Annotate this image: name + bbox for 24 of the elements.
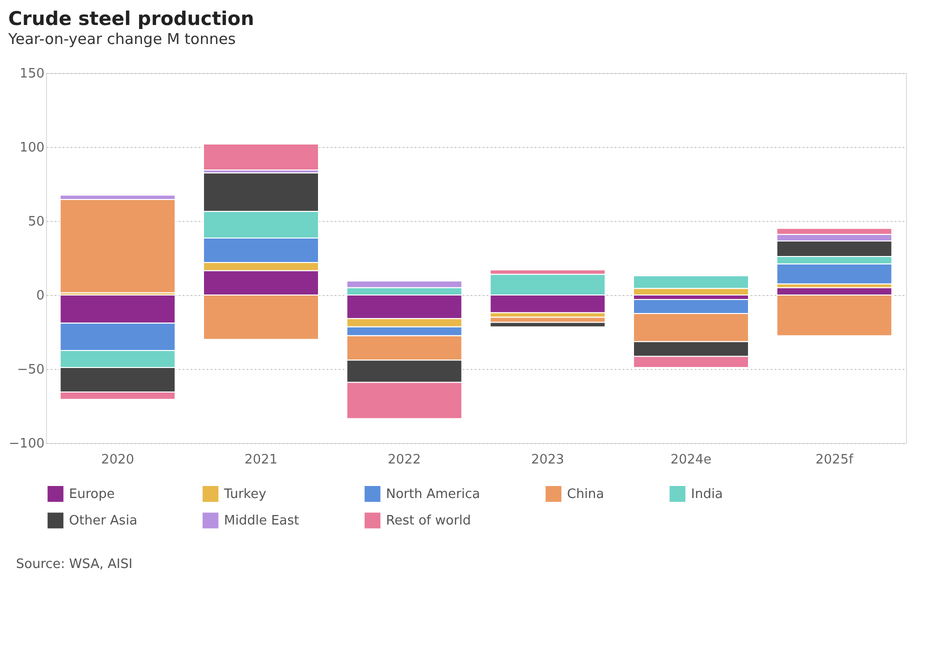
y-tick-label: 150 — [20, 66, 44, 82]
x-tick-label: 2020 — [101, 452, 134, 468]
x-tick-label: 2025f — [815, 452, 854, 468]
chart-subtitle: Year-on-year change M tonnes — [7, 30, 236, 48]
legend-label: China — [567, 486, 604, 502]
x-tick-label: 2023 — [531, 452, 564, 468]
y-tick-label: 100 — [20, 140, 44, 156]
source-note: Source: WSA, AISI — [16, 557, 132, 572]
x-tick-label: 2021 — [244, 452, 278, 468]
x-tick-label: 2022 — [388, 452, 421, 468]
chart-title: Crude steel production — [8, 8, 254, 30]
y-tick-label: 50 — [28, 214, 44, 230]
y-tick-label: −100 — [8, 436, 44, 452]
legend-label: India — [691, 486, 723, 502]
legend-label: Rest of world — [386, 514, 471, 528]
x-tick-label: 2024e — [670, 452, 712, 468]
legend-label: North America — [386, 486, 480, 502]
legend-label: Middle East — [224, 514, 300, 528]
legend-label: Turkey — [223, 486, 267, 502]
bar — [203, 144, 319, 170]
y-tick-label: −50 — [17, 362, 44, 378]
legend-label: Europe — [69, 486, 115, 502]
y-tick-label: 0 — [36, 288, 44, 304]
legend-label: Other Asia — [69, 514, 138, 528]
